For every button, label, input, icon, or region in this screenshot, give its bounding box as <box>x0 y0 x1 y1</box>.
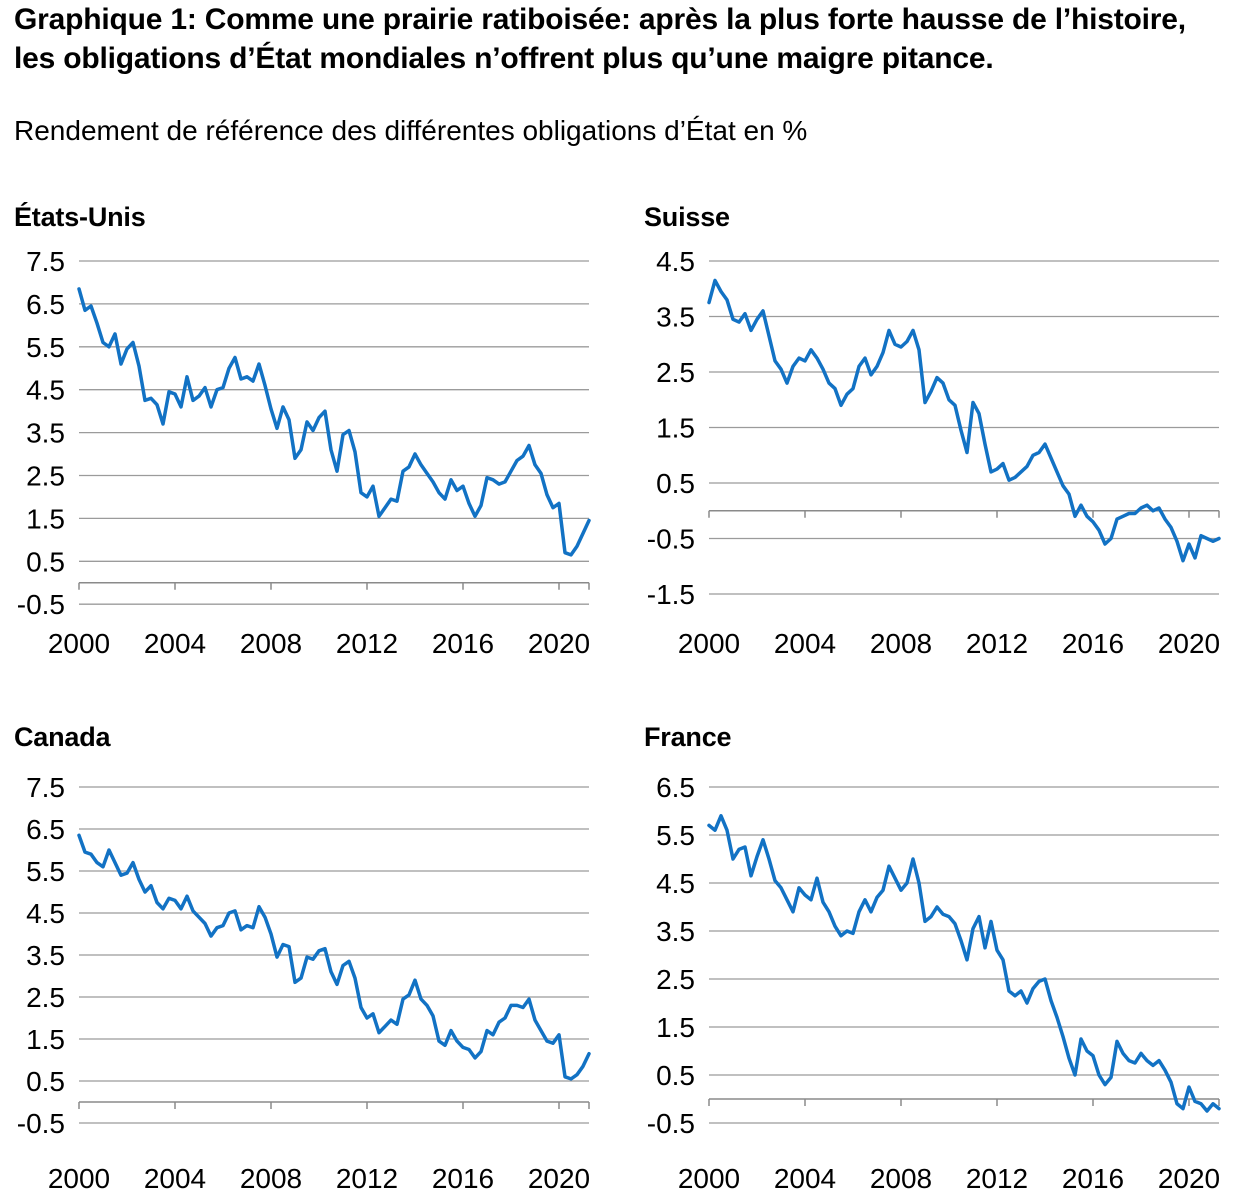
chart-canvas: 7.5 6.5 5.5 4.5 3.5 2.5 1.5 0.5 -0.5 2000 2004 2008… <box>17 246 591 659</box>
x-tick-label: 2012 <box>966 628 1028 659</box>
y-tick-label: 0.5 <box>26 546 65 577</box>
y-tick-label: 1.5 <box>656 413 695 444</box>
x-tick-label: 2020 <box>528 628 590 659</box>
y-tick-label: 6.5 <box>656 772 695 803</box>
y-tick-label: 3.5 <box>26 418 65 449</box>
x-tick-label: 2004 <box>774 1163 836 1194</box>
x-tick-label: 2008 <box>240 628 302 659</box>
page-subtitle: Rendement de référence des différentes o… <box>14 115 808 146</box>
chart-etats-unis: États-Unis 7.5 6.5 5.5 4.5 3.5 2.5 1.5 0.5 -0.5 2… <box>0 190 630 660</box>
x-tick-label: 2016 <box>1062 628 1124 659</box>
y-tick-label: 1.5 <box>26 503 65 534</box>
chart-france: France 6.5 5.5 4.5 3.5 2.5 1.5 0.5 -0.5 2000 2004… <box>630 710 1260 1200</box>
x-tick-label: 2012 <box>336 1163 398 1194</box>
x-tick-label: 2008 <box>870 1163 932 1194</box>
y-tick-label: 2.5 <box>656 964 695 995</box>
y-tick-label: 1.5 <box>26 1024 65 1055</box>
y-tick-label: 5.5 <box>26 332 65 363</box>
chart-title: États-Unis <box>14 202 146 232</box>
chart-suisse: Suisse 4.5 3.5 2.5 1.5 0.5 -0.5 -1.5 2000 2004 20… <box>630 190 1260 660</box>
y-tick-label: 0.5 <box>656 468 695 499</box>
chart-canvas: 7.5 6.5 5.5 4.5 3.5 2.5 1.5 0.5 -0.5 2000 2004 2008… <box>17 772 591 1194</box>
x-tick-label: 2012 <box>966 1163 1028 1194</box>
y-tick-label: 5.5 <box>656 820 695 851</box>
x-tick-label: 2008 <box>240 1163 302 1194</box>
y-tick-label: -0.5 <box>647 1108 695 1139</box>
y-tick-label: 1.5 <box>656 1012 695 1043</box>
chart-canvas: 6.5 5.5 4.5 3.5 2.5 1.5 0.5 -0.5 2000 2004 2008 201… <box>647 772 1221 1194</box>
x-tick-label: 2020 <box>1158 1163 1220 1194</box>
chart-title: Suisse <box>644 202 730 232</box>
x-tick-label: 2000 <box>678 1163 740 1194</box>
yield-line <box>707 814 1221 1113</box>
y-tick-label: 3.5 <box>26 940 65 971</box>
y-tick-label: -0.5 <box>17 1108 65 1139</box>
y-tick-label: 4.5 <box>26 898 65 929</box>
y-tick-label: 4.5 <box>656 868 695 899</box>
x-tick-label: 2004 <box>144 1163 206 1194</box>
x-tick-label: 2012 <box>336 628 398 659</box>
chart-title: Canada <box>14 722 111 752</box>
y-tick-label: 4.5 <box>656 246 695 277</box>
x-tick-label: 2016 <box>1062 1163 1124 1194</box>
y-tick-label: -0.5 <box>17 589 65 620</box>
x-tick-label: 2000 <box>48 628 110 659</box>
y-tick-label: 6.5 <box>26 289 65 320</box>
x-tick-label: 2016 <box>432 1163 494 1194</box>
y-tick-label: 7.5 <box>26 772 65 803</box>
x-tick-label: 2004 <box>144 628 206 659</box>
y-tick-label: 2.5 <box>26 982 65 1013</box>
y-tick-label: -1.5 <box>647 579 695 610</box>
chart-title: France <box>644 722 732 752</box>
yield-line <box>707 278 1221 563</box>
yield-line <box>77 287 591 557</box>
y-tick-label: -0.5 <box>647 524 695 555</box>
y-tick-label: 7.5 <box>26 246 65 277</box>
x-tick-label: 2020 <box>528 1163 590 1194</box>
x-tick-label: 2008 <box>870 628 932 659</box>
x-tick-label: 2020 <box>1158 628 1220 659</box>
y-tick-label: 3.5 <box>656 302 695 333</box>
y-tick-label: 2.5 <box>656 357 695 388</box>
page-title: Graphique 1: Comme une prairie ratiboisé… <box>14 3 1186 75</box>
chart-canvas: 4.5 3.5 2.5 1.5 0.5 -0.5 -1.5 2000 2004 2008 2012 2… <box>647 246 1221 659</box>
y-tick-label: 0.5 <box>26 1066 65 1097</box>
yield-line <box>77 833 591 1081</box>
y-tick-label: 2.5 <box>26 461 65 492</box>
x-tick-label: 2016 <box>432 628 494 659</box>
y-tick-label: 4.5 <box>26 375 65 406</box>
x-tick-label: 2000 <box>48 1163 110 1194</box>
y-tick-label: 6.5 <box>26 814 65 845</box>
x-tick-label: 2004 <box>774 628 836 659</box>
y-tick-label: 0.5 <box>656 1060 695 1091</box>
y-tick-label: 3.5 <box>656 916 695 947</box>
y-tick-label: 5.5 <box>26 856 65 887</box>
x-tick-label: 2000 <box>678 628 740 659</box>
chart-canada: Canada 7.5 6.5 5.5 4.5 3.5 2.5 1.5 0.5 -0.5 2000 2… <box>0 710 630 1200</box>
